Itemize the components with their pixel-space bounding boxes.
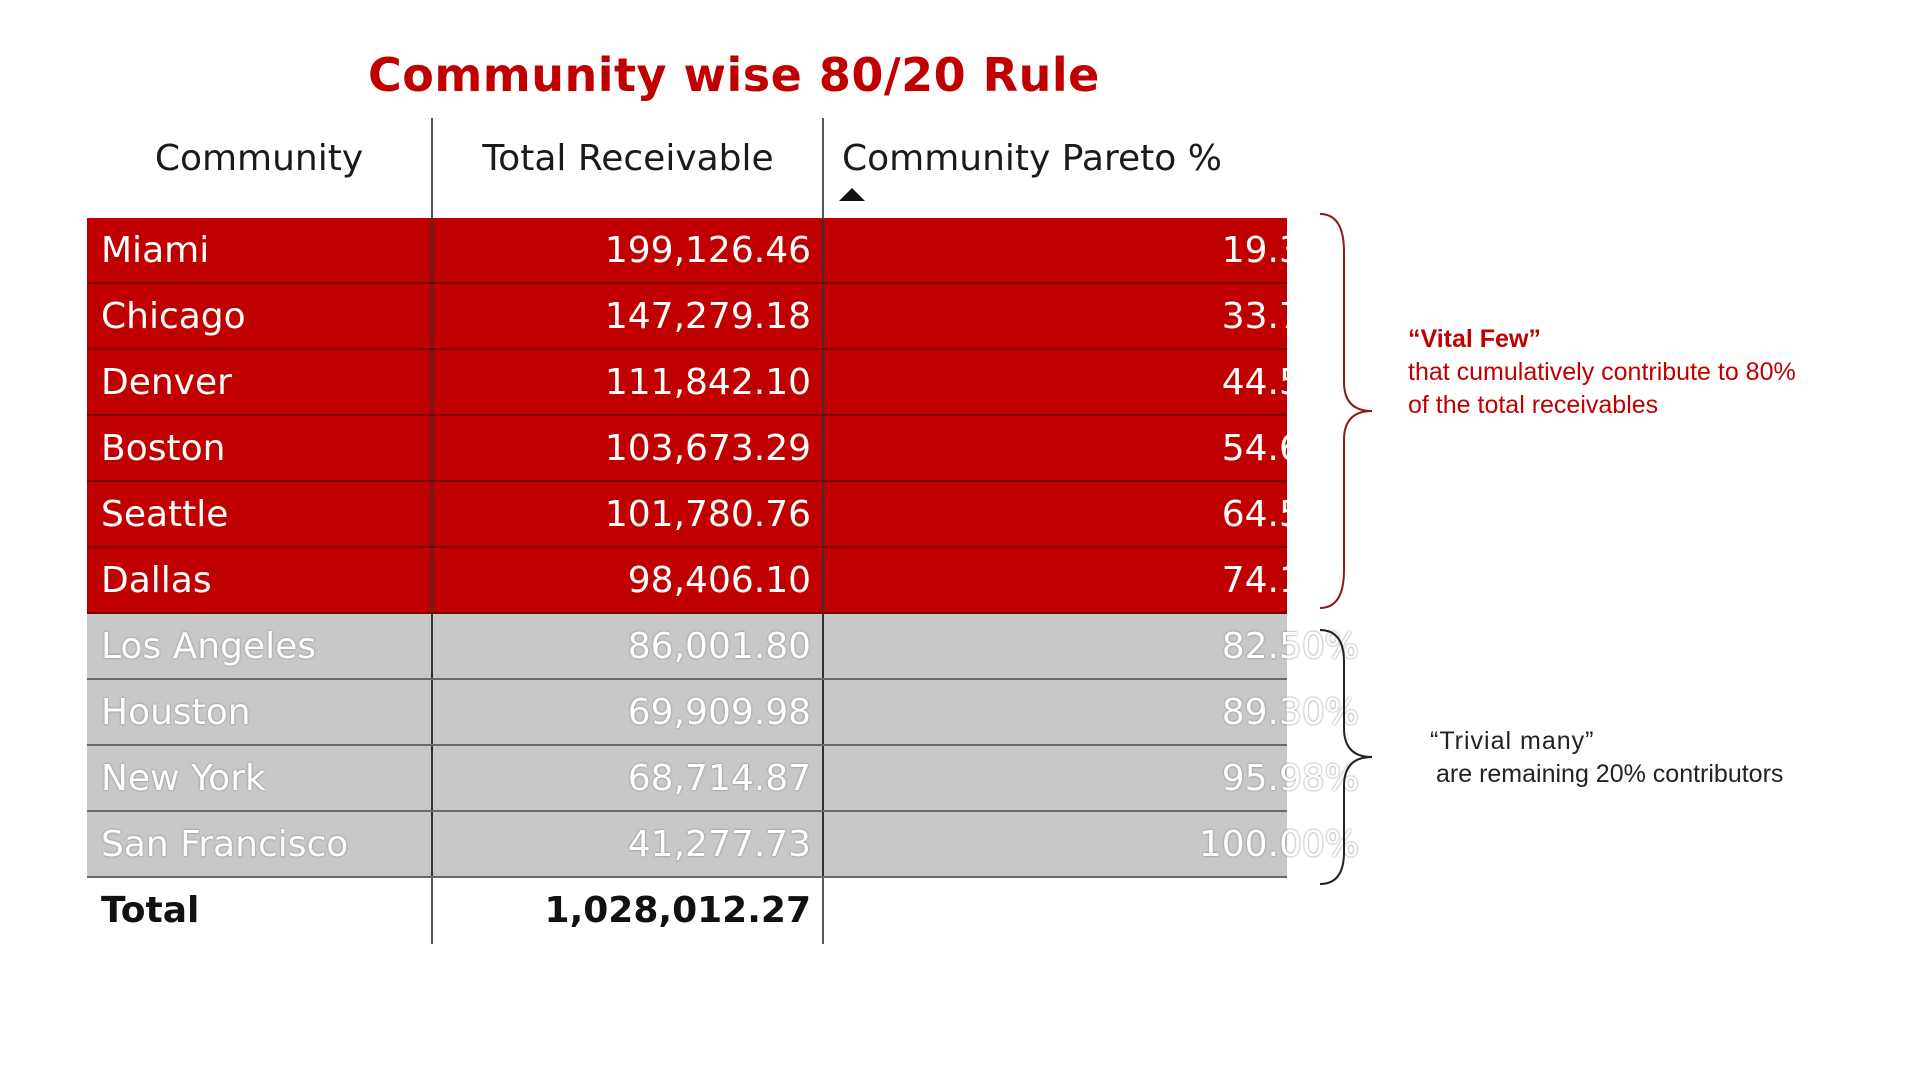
column-divider: [431, 350, 433, 414]
total-receivable-cell: 69,909.98: [627, 692, 811, 733]
column-divider: [822, 878, 824, 944]
pareto-percent-cell: 89.30%: [1221, 692, 1359, 733]
pareto-percent-cell: 74.13%: [1221, 560, 1359, 601]
vital-few-line1: that cumulatively contribute to 80%: [1408, 358, 1796, 386]
total-row: Total 1,028,012.27: [87, 878, 1287, 944]
column-divider: [822, 548, 824, 612]
trivial-many-annotation: “Trivial many” are remaining 20% contrib…: [1430, 725, 1783, 791]
table-row: Miami 199,126.46 19.37%: [87, 218, 1359, 284]
community-cell: Denver: [101, 362, 232, 403]
column-divider: [431, 746, 433, 810]
column-divider: [822, 482, 824, 546]
table-row: Los Angeles 86,001.80 82.50%: [87, 614, 1359, 680]
community-cell: Houston: [101, 692, 251, 733]
column-divider: [431, 812, 433, 876]
sort-ascending-icon[interactable]: [839, 188, 865, 201]
community-cell: Miami: [101, 230, 210, 271]
total-receivable-cell: 41,277.73: [627, 824, 811, 865]
vital-few-annotation: “Vital Few” that cumulatively contribute…: [1408, 323, 1796, 422]
total-receivable-cell: 103,673.29: [604, 428, 811, 469]
total-receivable-cell: 68,714.87: [627, 758, 811, 799]
column-divider: [431, 118, 433, 218]
column-divider: [822, 118, 824, 218]
table-row: Boston 103,673.29 54.66%: [87, 416, 1359, 482]
column-divider: [822, 746, 824, 810]
column-divider: [431, 416, 433, 480]
total-receivable-cell: 111,842.10: [604, 362, 811, 403]
table-row: Chicago 147,279.18 33.70%: [87, 284, 1359, 350]
column-divider: [822, 284, 824, 348]
community-cell: Seattle: [101, 494, 229, 535]
trivial-many-line1: are remaining 20% contributors: [1436, 760, 1784, 788]
column-divider: [822, 614, 824, 678]
chart-title: Community wise 80/20 Rule: [368, 48, 1100, 102]
community-cell: Boston: [101, 428, 226, 469]
community-cell: San Francisco: [101, 824, 349, 865]
pareto-percent-cell: 100.00%: [1198, 824, 1359, 865]
table-row: Dallas 98,406.10 74.13%: [87, 548, 1359, 614]
column-divider: [431, 614, 433, 678]
pareto-percent-cell: 19.37%: [1221, 230, 1359, 271]
pareto-percent-cell: 54.66%: [1221, 428, 1359, 469]
community-cell: Dallas: [101, 560, 212, 601]
column-divider: [822, 218, 824, 282]
pareto-percent-cell: 44.58%: [1221, 362, 1359, 403]
table-row: Denver 111,842.10 44.58%: [87, 350, 1359, 416]
total-receivable-cell: 101,780.76: [604, 494, 811, 535]
vital-few-brace: [1319, 213, 1373, 609]
total-value: 1,028,012.27: [544, 890, 811, 931]
pareto-percent-cell: 95.98%: [1221, 758, 1359, 799]
table-row: San Francisco 41,277.73 100.00%: [87, 812, 1359, 878]
table-header: Community Total Receivable Community Par…: [87, 118, 1287, 218]
pareto-table: Community Total Receivable Community Par…: [87, 118, 1359, 944]
column-header-total-receivable[interactable]: Total Receivable: [482, 138, 774, 179]
total-receivable-cell: 98,406.10: [627, 560, 811, 601]
column-divider: [431, 284, 433, 348]
total-receivable-cell: 147,279.18: [604, 296, 811, 337]
column-divider: [431, 482, 433, 546]
column-divider: [822, 416, 824, 480]
trivial-many-brace: [1319, 629, 1373, 885]
pareto-percent-cell: 82.50%: [1221, 626, 1359, 667]
column-divider: [822, 350, 824, 414]
column-divider: [431, 548, 433, 612]
column-header-community-pareto[interactable]: Community Pareto %: [842, 138, 1222, 179]
column-divider: [822, 812, 824, 876]
column-divider: [822, 680, 824, 744]
pareto-percent-cell: 64.56%: [1221, 494, 1359, 535]
community-cell: Los Angeles: [101, 626, 316, 667]
community-cell: New York: [101, 758, 266, 799]
pareto-percent-cell: 33.70%: [1221, 296, 1359, 337]
vital-few-line2: of the total receivables: [1408, 391, 1659, 419]
vital-few-heading: “Vital Few”: [1408, 325, 1541, 353]
column-divider: [431, 878, 433, 944]
column-header-community[interactable]: Community: [154, 138, 364, 179]
table-row: Houston 69,909.98 89.30%: [87, 680, 1359, 746]
total-receivable-cell: 199,126.46: [604, 230, 811, 271]
trivial-many-heading: “Trivial many”: [1430, 727, 1595, 755]
column-divider: [431, 680, 433, 744]
table-body: Miami 199,126.46 19.37% Chicago 147,279.18 33…: [87, 218, 1359, 878]
total-receivable-cell: 86,001.80: [627, 626, 811, 667]
column-divider: [431, 218, 433, 282]
table-row: Seattle 101,780.76 64.56%: [87, 482, 1359, 548]
community-cell: Chicago: [101, 296, 246, 337]
table-row: New York 68,714.87 95.98%: [87, 746, 1359, 812]
total-label: Total: [101, 890, 200, 931]
